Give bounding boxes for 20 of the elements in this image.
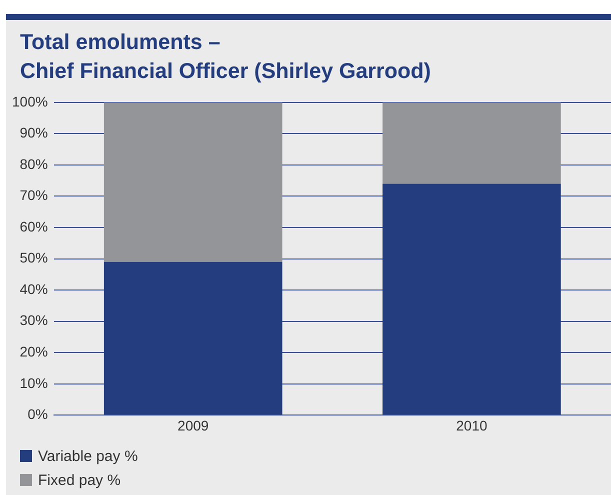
y-tick-label: 10% xyxy=(20,374,48,391)
y-tick-label: 0% xyxy=(28,406,48,422)
y-tick-label: 100% xyxy=(12,93,48,110)
y-tick-label: 30% xyxy=(20,312,48,328)
chart-title: Total emoluments – Chief Financial Officer (Shirley Garrood) xyxy=(20,29,431,85)
bar xyxy=(382,184,561,415)
bar xyxy=(104,262,282,415)
y-tick-label: 20% xyxy=(20,344,48,360)
y-tick-label: 50% xyxy=(20,250,48,266)
legend-label: Variable pay % xyxy=(38,448,138,464)
x-tick-label: 2009 xyxy=(178,417,209,434)
y-tick-label: 40% xyxy=(20,280,48,297)
y-tick-label: 60% xyxy=(20,218,48,234)
bar xyxy=(104,102,282,262)
legend-label: Fixed pay % xyxy=(38,472,121,488)
y-tick-label: 90% xyxy=(20,124,48,141)
y-tick-label: 80% xyxy=(20,156,48,172)
x-tick-label: 2010 xyxy=(456,417,488,434)
y-tick-label: 70% xyxy=(20,187,48,204)
bar xyxy=(382,102,561,184)
